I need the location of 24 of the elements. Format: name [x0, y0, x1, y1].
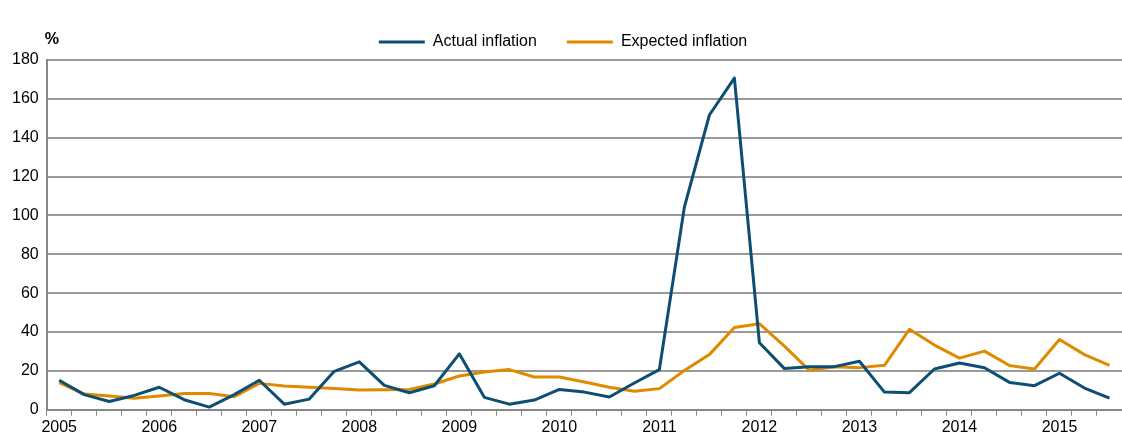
x-tick-label: 2005	[41, 417, 78, 435]
x-tick-label: 2012	[741, 417, 778, 435]
x-tick-label: 2013	[841, 417, 878, 435]
y-tick-label: 60	[20, 283, 39, 301]
y-tick-label: 180	[11, 50, 39, 68]
y-tick-label: 140	[11, 128, 39, 146]
x-tick-label: 2010	[541, 417, 578, 435]
x-tick-label: 2007	[241, 417, 278, 435]
y-tick-label: 40	[20, 322, 39, 340]
y-tick-label: 100	[11, 205, 39, 223]
y-tick-label: 120	[11, 167, 39, 185]
legend-label: Expected inflation	[620, 32, 748, 50]
y-tick-label: 0	[29, 400, 39, 418]
y-axis-title: %	[44, 30, 59, 48]
x-tick-label: 2015	[1041, 417, 1078, 435]
y-tick-label: 20	[20, 361, 39, 379]
x-tick-label: 2011	[642, 417, 677, 435]
x-tick-label: 2014	[941, 417, 978, 435]
x-tick-label: 2006	[141, 417, 178, 435]
legend-label: Actual inflation	[432, 32, 537, 50]
y-tick-label: 80	[20, 244, 39, 262]
x-tick-label: 2009	[441, 417, 478, 435]
x-tick-label: 2008	[341, 417, 378, 435]
y-tick-label: 160	[11, 89, 39, 107]
